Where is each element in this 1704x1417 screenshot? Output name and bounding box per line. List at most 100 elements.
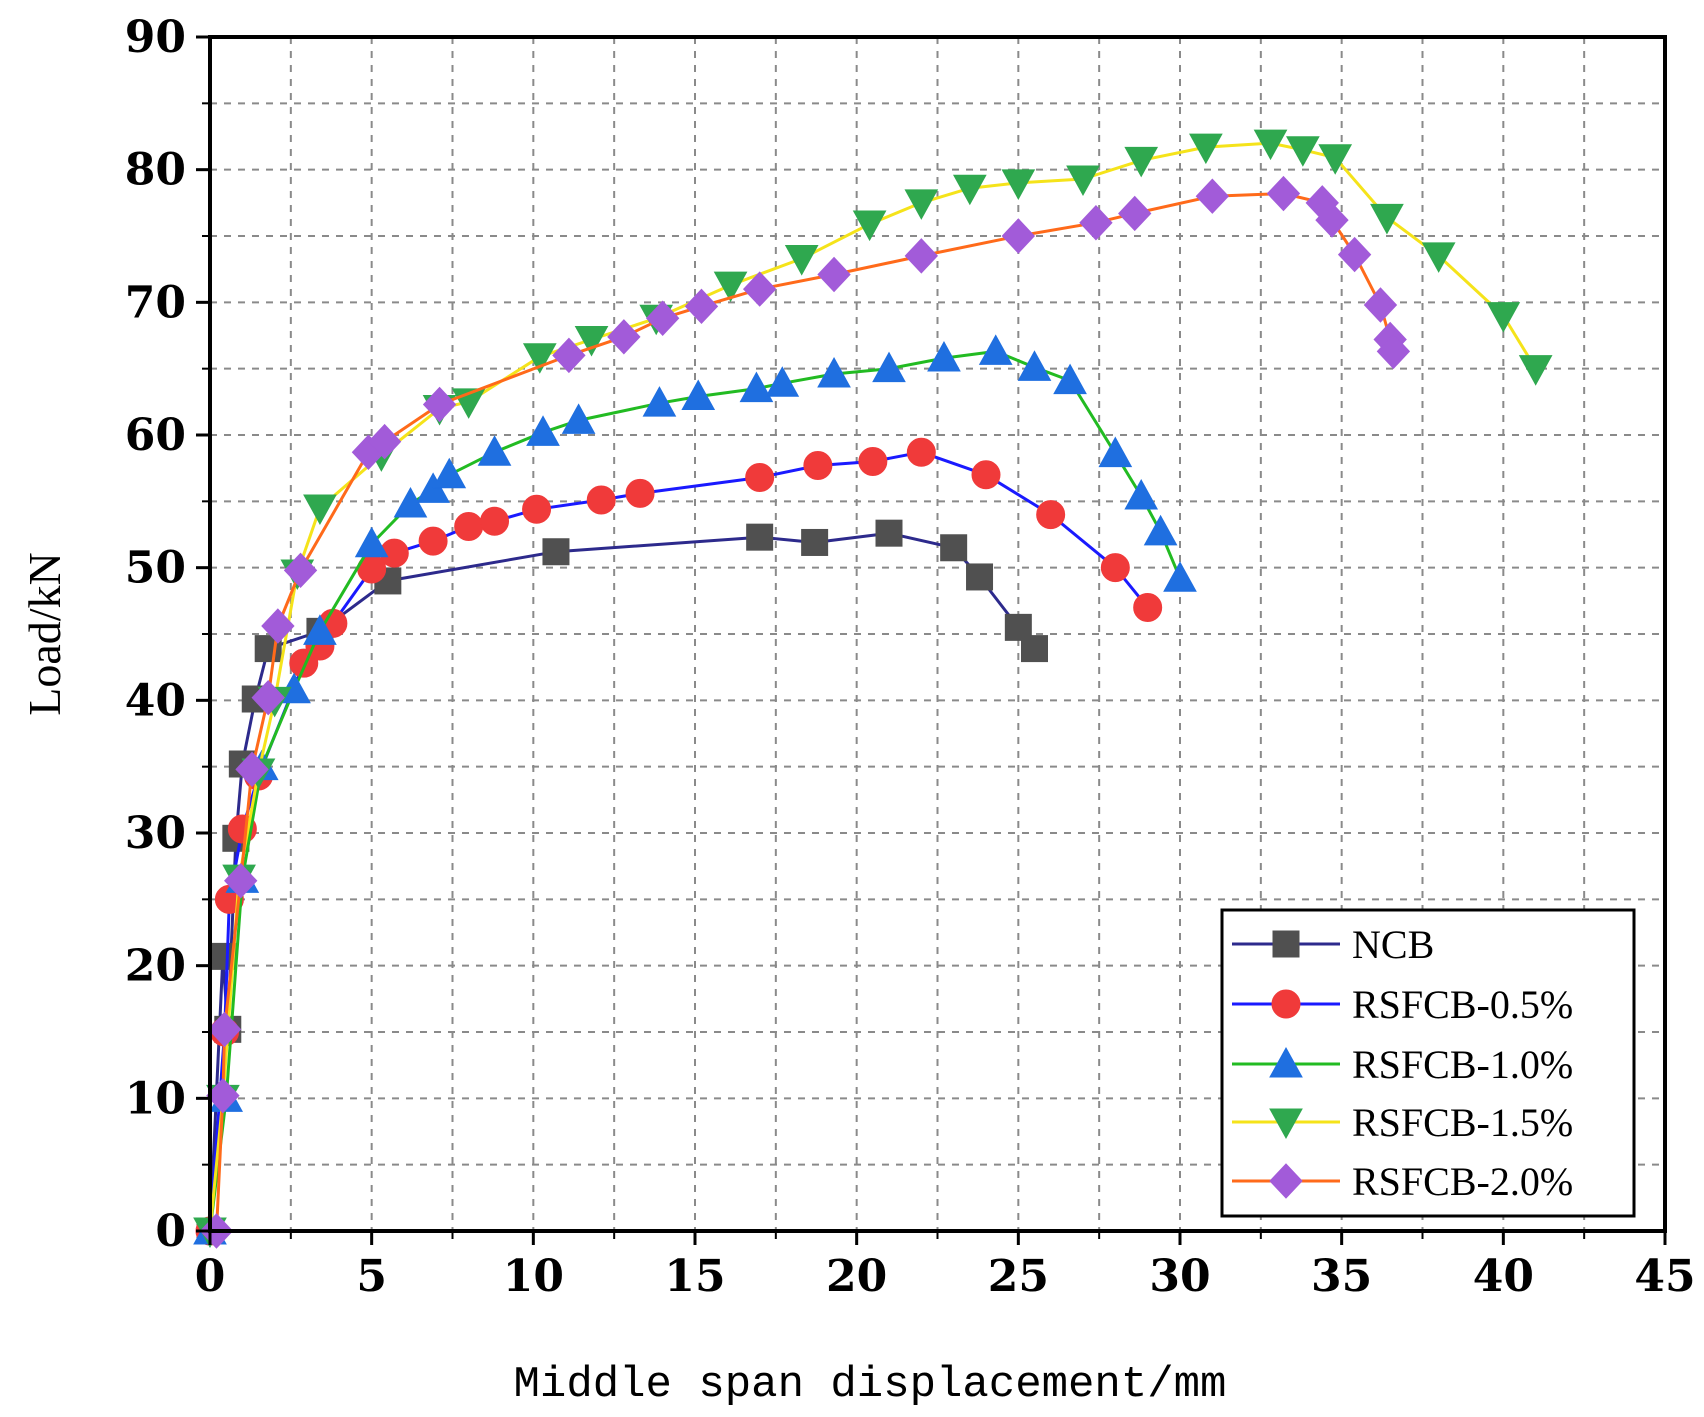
data-point: [742, 271, 777, 307]
series-line: [215, 192, 1395, 1232]
data-point: [852, 210, 887, 242]
x-tick-label: 10: [503, 1251, 564, 1302]
data-point: [480, 506, 510, 536]
data-point: [1124, 146, 1159, 178]
data-point: [940, 534, 968, 562]
y-tick-label: 70: [125, 277, 186, 328]
data-point: [454, 512, 484, 542]
data-point: [1318, 144, 1353, 175]
y-tick-label: 0: [155, 1206, 186, 1257]
legend-item: RSFCB-2.0%: [1232, 1159, 1573, 1204]
data-point: [1286, 136, 1320, 167]
data-point: [784, 245, 819, 276]
legend: NCB RSFCB-0.5% RSFCB-1.0% RSFCB-1.5% RSFCB-2…: [1220, 908, 1636, 1218]
y-tick-label: 80: [125, 145, 186, 196]
data-point: [207, 1011, 242, 1048]
data-point: [1036, 500, 1066, 530]
legend-marker: [1269, 1163, 1303, 1199]
data-point: [817, 356, 851, 388]
data-point: [261, 608, 295, 644]
data-point: [1053, 363, 1087, 395]
x-axis-title: Middle span displacement/mm: [514, 1360, 1227, 1410]
y-tick-label: 30: [125, 808, 186, 859]
legend-marker: [1272, 930, 1300, 958]
data-point: [904, 238, 939, 274]
y-tick-label: 50: [125, 543, 186, 594]
data-point: [1518, 355, 1553, 386]
data-point: [1315, 202, 1349, 238]
data-point: [684, 288, 719, 325]
data-point: [235, 751, 269, 788]
data-point: [872, 351, 906, 383]
x-tick-label: 20: [826, 1251, 887, 1302]
data-point: [1189, 133, 1223, 165]
data-point: [904, 189, 939, 220]
data-point: [803, 451, 833, 481]
x-tick-label: 45: [1634, 1251, 1695, 1302]
y-axis-title: Load/kN: [19, 552, 70, 716]
data-point: [1133, 592, 1163, 622]
data-point: [367, 423, 402, 460]
y-tick-label: 40: [125, 675, 186, 726]
legend-item: RSFCB-1.0%: [1232, 1042, 1573, 1087]
legend-label: RSFCB-1.0%: [1352, 1042, 1573, 1087]
data-point: [522, 494, 552, 524]
data-point: [625, 478, 655, 508]
data-point: [303, 494, 337, 526]
legend-item: RSFCB-1.5%: [1232, 1100, 1573, 1145]
data-point: [645, 300, 680, 336]
data-point: [952, 174, 987, 206]
data-point: [561, 403, 596, 434]
data-point: [1118, 195, 1152, 232]
data-point: [224, 863, 258, 899]
data-point: [422, 386, 457, 423]
axis-tick-labels: 0 5 10 15 20 25 30 35 40 45 0 10 20 30 40 50 60 70 80 90: [125, 12, 1696, 1302]
data-point: [1363, 287, 1398, 323]
data-point: [746, 523, 774, 551]
data-point: [1163, 561, 1197, 592]
series-rsfcb-0-5-: [195, 437, 1163, 1246]
data-point: [607, 319, 641, 355]
x-tick-label: 30: [1149, 1251, 1210, 1302]
x-tick-label: 15: [664, 1251, 725, 1302]
y-tick-label: 20: [125, 941, 186, 992]
data-point: [586, 485, 616, 515]
data-point: [1124, 478, 1159, 510]
data-point: [713, 271, 748, 303]
data-point: [739, 371, 774, 403]
legend-label: NCB: [1352, 922, 1434, 967]
y-tick-label: 60: [125, 410, 186, 461]
axis-ticks: [196, 35, 1667, 1245]
data-point: [1195, 178, 1230, 214]
legend-label: RSFCB-2.0%: [1352, 1159, 1573, 1204]
x-tick-label: 0: [195, 1251, 226, 1302]
data-point: [354, 526, 389, 558]
data-point: [875, 519, 903, 547]
data-point: [432, 457, 467, 489]
data-point: [1017, 350, 1052, 381]
data-point: [574, 325, 609, 357]
x-tick-label: 35: [1311, 1251, 1372, 1302]
data-point: [1001, 169, 1036, 200]
data-point: [1001, 218, 1036, 254]
data-point: [526, 415, 560, 446]
data-point: [251, 679, 285, 716]
legend-label: RSFCB-1.5%: [1352, 1100, 1573, 1145]
series-line: [208, 531, 1036, 1232]
data-point: [765, 366, 800, 397]
data-point: [801, 528, 829, 556]
x-tick-label: 40: [1473, 1251, 1534, 1302]
data-point: [927, 341, 961, 372]
data-point: [1370, 203, 1404, 235]
x-tick-label: 5: [356, 1251, 387, 1302]
data-point: [1266, 175, 1301, 212]
y-tick-label: 10: [125, 1073, 186, 1124]
data-point: [477, 435, 512, 466]
data-point: [1421, 242, 1456, 273]
x-tick-label: 25: [988, 1251, 1049, 1302]
data-point: [1253, 129, 1288, 161]
data-point: [542, 538, 570, 566]
data-point: [906, 437, 936, 467]
data-point: [1337, 236, 1372, 273]
